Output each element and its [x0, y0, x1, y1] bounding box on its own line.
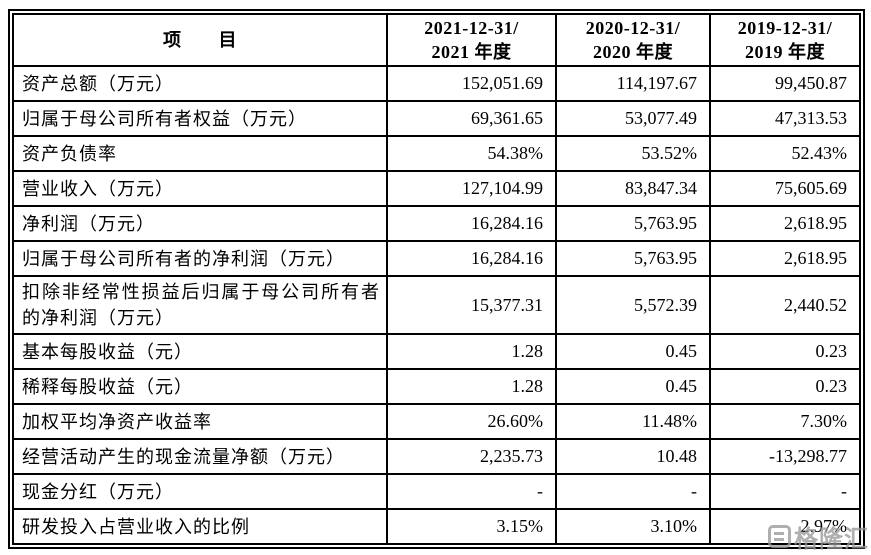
value-cell: 53.52% — [555, 135, 711, 172]
row-label: 加权平均净资产收益率 — [12, 403, 388, 440]
value-cell: 1.28 — [386, 368, 557, 405]
value-cell: 47,313.53 — [709, 100, 861, 137]
value-cell: 2,618.95 — [709, 205, 861, 242]
table-row-cash-dividend: 现金分红（万元） - - - — [12, 473, 861, 510]
header-period-2020-year: 2020 年度 — [593, 42, 673, 62]
financial-summary-table: 项 目 2021-12-31/ 2021 年度 2020-12-31/ 2020… — [8, 9, 865, 549]
value-cell: 2.97% — [709, 508, 861, 545]
value-cell: 16,284.16 — [386, 205, 557, 242]
header-period-2019: 2019-12-31/ 2019 年度 — [709, 13, 861, 67]
value-cell: 83,847.34 — [555, 170, 711, 207]
value-cell: 2,235.73 — [386, 438, 557, 475]
value-cell: 75,605.69 — [709, 170, 861, 207]
row-label: 基本每股收益（元） — [12, 333, 388, 370]
value-cell: 10.48 — [555, 438, 711, 475]
value-cell: 0.45 — [555, 333, 711, 370]
gelonghui-watermark-text: 格隆汇 — [794, 526, 869, 553]
value-cell: 127,104.99 — [386, 170, 557, 207]
data-table: 项 目 2021-12-31/ 2021 年度 2020-12-31/ 2020… — [12, 13, 861, 545]
value-cell: 15,377.31 — [386, 275, 557, 335]
row-label: 稀释每股收益（元） — [12, 368, 388, 405]
header-item: 项 目 — [12, 13, 388, 67]
gelonghui-logo-icon — [768, 525, 791, 548]
value-cell: 2,440.52 — [709, 275, 861, 335]
table-row-total-assets: 资产总额（万元） 152,051.69 114,197.67 99,450.87 — [12, 65, 861, 102]
row-label: 扣除非经常性损益后归属于母公司所有者的净利润（万元） — [12, 275, 388, 335]
value-cell: 114,197.67 — [555, 65, 711, 102]
row-label: 净利润（万元） — [12, 205, 388, 242]
value-cell: 3.15% — [386, 508, 557, 545]
value-cell: 0.23 — [709, 333, 861, 370]
value-cell: 99,450.87 — [709, 65, 861, 102]
value-cell: 1.28 — [386, 333, 557, 370]
table-row-revenue: 营业收入（万元） 127,104.99 83,847.34 75,605.69 — [12, 170, 861, 207]
value-cell: - — [709, 473, 861, 510]
header-period-2021-year: 2021 年度 — [431, 42, 512, 62]
value-cell: 11.48% — [555, 403, 711, 440]
value-cell: 0.23 — [709, 368, 861, 405]
header-period-2019-date: 2019-12-31/ — [737, 18, 833, 38]
header-period-2020: 2020-12-31/ 2020 年度 — [555, 13, 711, 67]
gelonghui-watermark: 格隆汇 — [768, 519, 869, 554]
header-period-2021-date: 2021-12-31/ — [424, 18, 519, 38]
value-cell: 5,572.39 — [555, 275, 711, 335]
header-period-2020-date: 2020-12-31/ — [585, 18, 681, 38]
header-period-2021: 2021-12-31/ 2021 年度 — [386, 13, 557, 67]
value-cell: 69,361.65 — [386, 100, 557, 137]
value-cell: 53,077.49 — [555, 100, 711, 137]
header-row: 项 目 2021-12-31/ 2021 年度 2020-12-31/ 2020… — [12, 13, 861, 67]
row-label: 营业收入（万元） — [12, 170, 388, 207]
value-cell: 7.30% — [709, 403, 861, 440]
row-label: 经营活动产生的现金流量净额（万元） — [12, 438, 388, 475]
table-row-weighted-roe: 加权平均净资产收益率 26.60% 11.48% 7.30% — [12, 403, 861, 440]
table-row-basic-eps: 基本每股收益（元） 1.28 0.45 0.23 — [12, 333, 861, 370]
value-cell: 3.10% — [555, 508, 711, 545]
value-cell: 0.45 — [555, 368, 711, 405]
value-cell: -13,298.77 — [709, 438, 861, 475]
value-cell: 54.38% — [386, 135, 557, 172]
value-cell: 16,284.16 — [386, 240, 557, 277]
value-cell: 2,618.95 — [709, 240, 861, 277]
value-cell: 5,763.95 — [555, 205, 711, 242]
value-cell: 152,051.69 — [386, 65, 557, 102]
value-cell: - — [386, 473, 557, 510]
row-label: 归属于母公司所有者权益（万元） — [12, 100, 388, 137]
row-label: 资产负债率 — [12, 135, 388, 172]
table-row-parent-net-profit: 归属于母公司所有者的净利润（万元） 16,284.16 5,763.95 2,6… — [12, 240, 861, 277]
table-row-operating-cashflow: 经营活动产生的现金流量净额（万元） 2,235.73 10.48 -13,298… — [12, 438, 861, 475]
table-row-rd-ratio: 研发投入占营业收入的比例 3.15% 3.10% 2.97% — [12, 508, 861, 545]
table-row-deducted-net-profit: 扣除非经常性损益后归属于母公司所有者的净利润（万元） 15,377.31 5,5… — [12, 275, 861, 335]
row-label: 归属于母公司所有者的净利润（万元） — [12, 240, 388, 277]
header-period-2019-year: 2019 年度 — [745, 42, 825, 62]
table-row-diluted-eps: 稀释每股收益（元） 1.28 0.45 0.23 — [12, 368, 861, 405]
table-row-debt-ratio: 资产负债率 54.38% 53.52% 52.43% — [12, 135, 861, 172]
row-label: 现金分红（万元） — [12, 473, 388, 510]
value-cell: 5,763.95 — [555, 240, 711, 277]
value-cell: 52.43% — [709, 135, 861, 172]
row-label: 资产总额（万元） — [12, 65, 388, 102]
value-cell: 26.60% — [386, 403, 557, 440]
value-cell: - — [555, 473, 711, 510]
header-item-label: 项 目 — [163, 30, 237, 50]
row-label: 研发投入占营业收入的比例 — [12, 508, 388, 545]
table-row-parent-equity: 归属于母公司所有者权益（万元） 69,361.65 53,077.49 47,3… — [12, 100, 861, 137]
table-row-net-profit: 净利润（万元） 16,284.16 5,763.95 2,618.95 — [12, 205, 861, 242]
